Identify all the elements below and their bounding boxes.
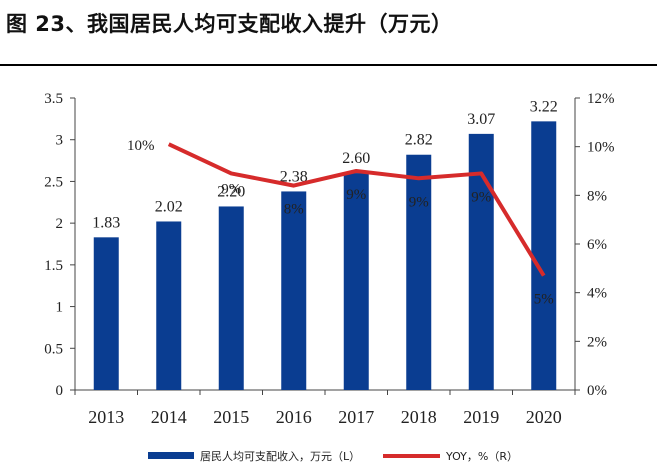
y-left-tick-label: 2.5 bbox=[44, 174, 63, 190]
legend-bar-label: 居民人均可支配收入，万元（L） bbox=[200, 449, 360, 463]
bar-value-label: 2.38 bbox=[280, 168, 308, 185]
y-right-tick-label: 8% bbox=[587, 188, 607, 204]
bar-value-label: 2.60 bbox=[342, 150, 370, 167]
x-tick-label: 2018 bbox=[401, 407, 437, 427]
y-right-tick-label: 0% bbox=[587, 383, 607, 399]
x-tick-label: 2016 bbox=[276, 407, 312, 427]
y-right-tick-label: 10% bbox=[587, 140, 615, 156]
bar-value-label: 1.83 bbox=[92, 214, 120, 231]
x-tick-label: 2017 bbox=[338, 407, 374, 427]
y-right-tick-label: 2% bbox=[587, 334, 607, 350]
y-left-tick-label: 3.5 bbox=[44, 91, 63, 107]
bar bbox=[281, 191, 307, 390]
yoy-value-label: 8% bbox=[284, 202, 304, 218]
yoy-value-label: 9% bbox=[409, 194, 429, 210]
bar-value-label: 2.82 bbox=[405, 132, 433, 149]
y-left-tick-label: 1.5 bbox=[44, 258, 63, 274]
bar bbox=[343, 173, 369, 390]
bar-value-label: 2.20 bbox=[217, 183, 245, 200]
bar-series bbox=[93, 121, 557, 391]
legend: 居民人均可支配收入，万元（L） YOY，%（R） bbox=[148, 449, 518, 463]
bar bbox=[218, 206, 244, 390]
y-left-tick-label: 2 bbox=[56, 216, 64, 232]
chart-title: 图 23、我国居民人均可支配收入提升（万元） bbox=[6, 12, 453, 36]
chart-axes: 0 0.5 1 1.5 2 2.5 3 3.5 0% 2% 4% 6% 8% 10% 12% 2013 2014… bbox=[44, 91, 614, 427]
bar bbox=[156, 221, 182, 390]
x-tick-label: 2019 bbox=[463, 407, 499, 427]
bar bbox=[406, 154, 432, 390]
bar-value-label: 3.22 bbox=[530, 98, 558, 115]
x-tick-label: 2015 bbox=[213, 407, 249, 427]
bar bbox=[531, 121, 557, 391]
y-right-tick-label: 6% bbox=[587, 237, 607, 253]
y-left-tick-label: 0.5 bbox=[44, 341, 63, 357]
bar-value-label: 3.07 bbox=[467, 111, 495, 128]
x-tick-label: 2013 bbox=[88, 407, 124, 427]
yoy-value-label: 10% bbox=[127, 138, 155, 154]
legend-bar-swatch bbox=[148, 452, 194, 459]
title-divider bbox=[0, 64, 657, 66]
y-left-tick-label: 0 bbox=[56, 383, 64, 399]
bar bbox=[93, 237, 119, 390]
bar-value-label: 2.02 bbox=[155, 198, 183, 215]
yoy-value-label: 5% bbox=[534, 292, 554, 308]
x-tick-label: 2014 bbox=[151, 407, 187, 427]
y-right-tick-label: 12% bbox=[587, 91, 615, 107]
line-series bbox=[167, 142, 546, 277]
y-left-tick-label: 3 bbox=[56, 133, 64, 149]
bar-labels: 1.83 2.02 2.20 2.38 2.60 2.82 3.07 3.22 bbox=[92, 98, 558, 231]
yoy-value-label: 9% bbox=[346, 187, 366, 203]
x-tick-label: 2020 bbox=[526, 407, 562, 427]
yoy-value-label: 9% bbox=[471, 189, 491, 205]
legend-line-label: YOY，%（R） bbox=[445, 450, 518, 463]
line-labels: 10% 9% 8% 9% 9% 9% 5% bbox=[127, 138, 554, 307]
y-left-tick-label: 1 bbox=[56, 300, 64, 316]
y-right-tick-label: 4% bbox=[587, 286, 607, 302]
yoy-value-label: 9% bbox=[221, 181, 241, 197]
